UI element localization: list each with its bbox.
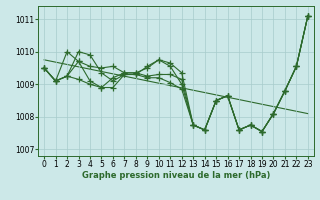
X-axis label: Graphe pression niveau de la mer (hPa): Graphe pression niveau de la mer (hPa) (82, 171, 270, 180)
